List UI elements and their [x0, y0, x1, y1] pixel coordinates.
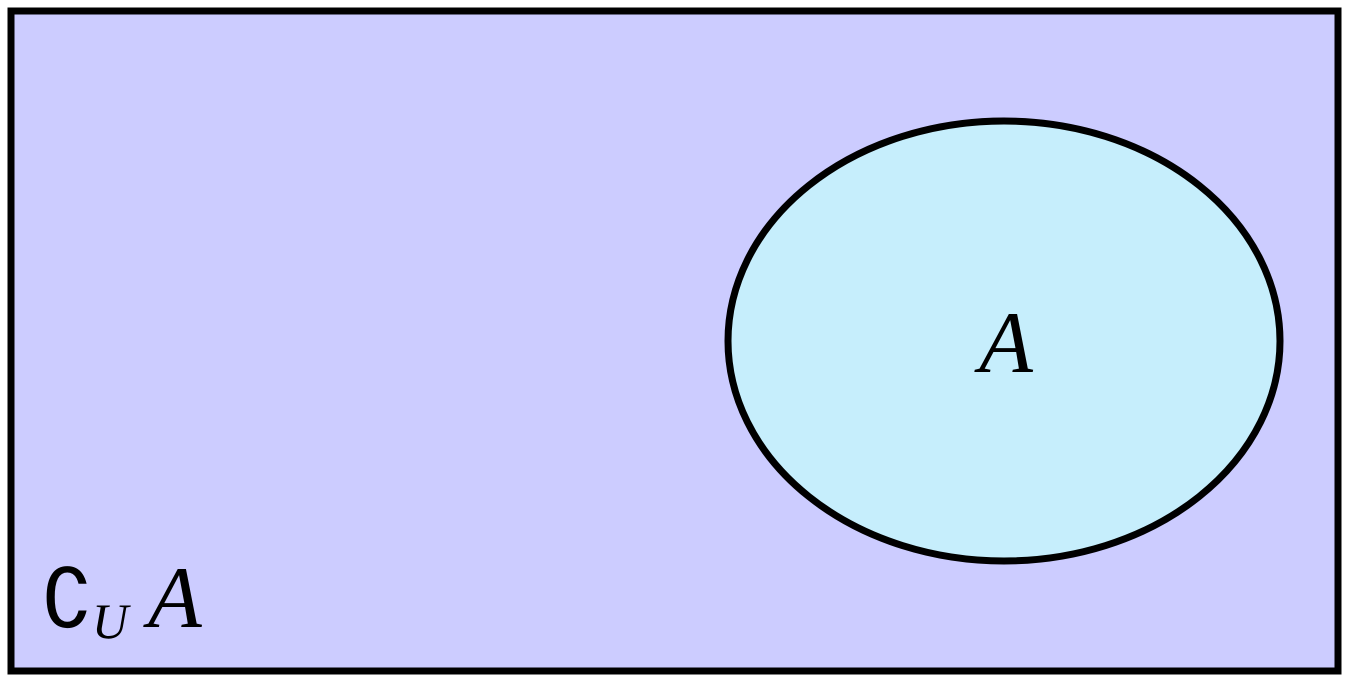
complement-label: ∁ U A — [42, 550, 203, 649]
complement-symbol: ∁ — [42, 552, 91, 647]
complement-subscript: U — [92, 593, 131, 649]
set-a-label: A — [974, 295, 1034, 392]
set-a-ellipse — [724, 117, 1284, 565]
complement-set-label: A — [143, 550, 203, 647]
